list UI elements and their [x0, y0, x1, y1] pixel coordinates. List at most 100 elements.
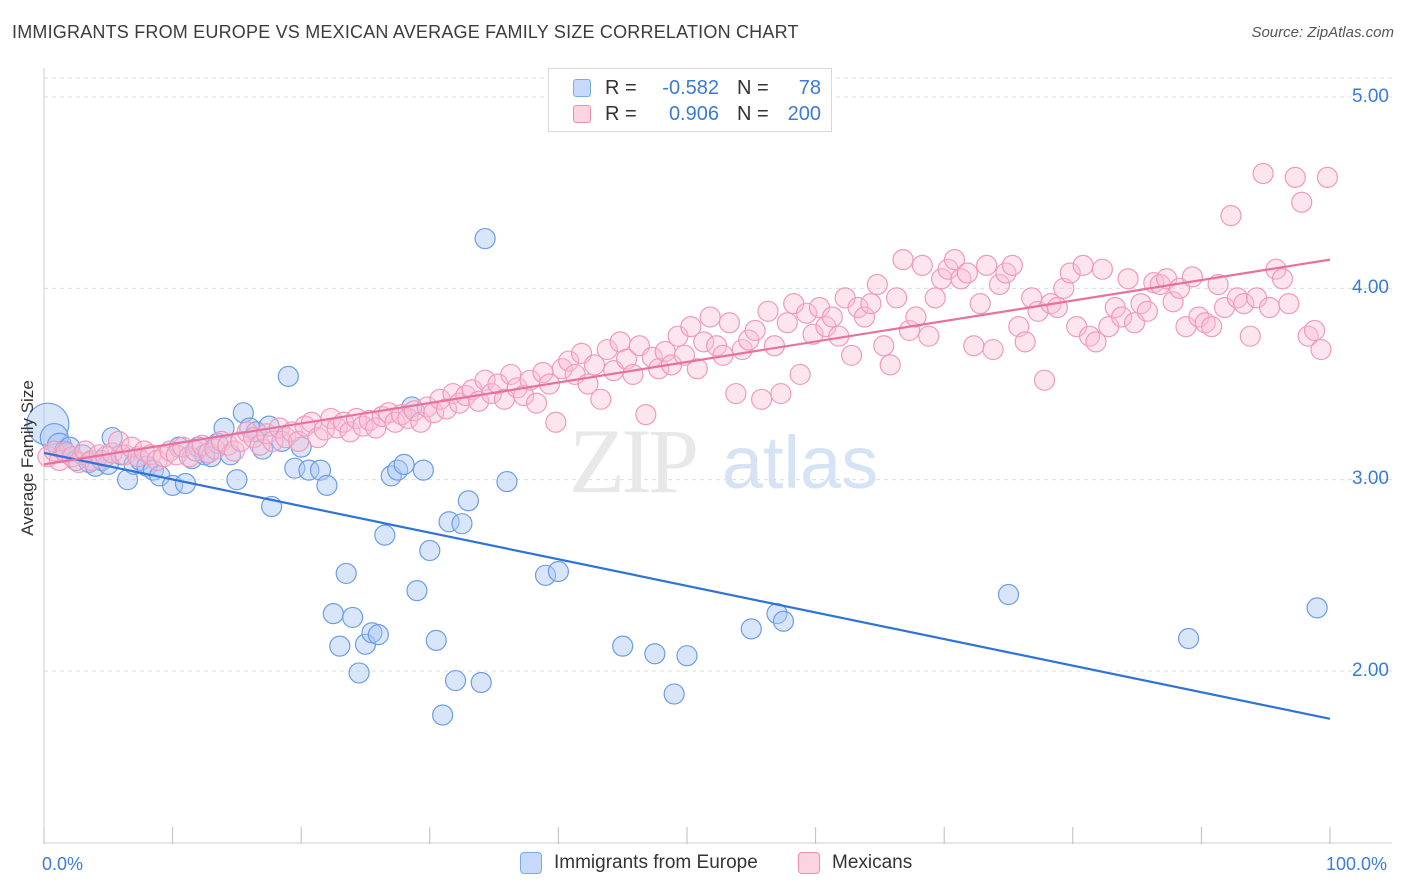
point-mexicans: [718, 312, 741, 334]
n-label: N =: [737, 102, 769, 125]
point-mexicans: [262, 430, 284, 452]
x-min-label: 0.0%: [42, 854, 84, 874]
point-mexicans: [583, 354, 606, 376]
legend-swatch-europe: [573, 79, 591, 97]
point-europe: [425, 629, 447, 651]
point-mexicans: [1091, 258, 1113, 280]
point-europe: [348, 662, 370, 684]
point-europe: [457, 490, 479, 512]
y-tick-label: 5.00: [1352, 86, 1389, 107]
point-mexicans: [963, 335, 985, 357]
point-mexicans: [699, 306, 721, 328]
source-label: Source: ZipAtlas.com: [1251, 24, 1394, 41]
point-mexicans: [1046, 296, 1068, 319]
point-europe: [412, 459, 434, 481]
y-tick-label: 3.00: [1352, 468, 1389, 489]
point-mexicans: [982, 338, 1004, 361]
legend-swatch-mexicans: [798, 852, 820, 874]
point-mexicans: [866, 273, 888, 296]
point-europe: [1306, 597, 1328, 619]
point-europe: [663, 683, 685, 705]
point-mexicans: [622, 363, 644, 386]
point-mexicans: [763, 335, 786, 357]
point-mexicans: [841, 344, 863, 366]
point-mexicans: [757, 300, 779, 322]
legend-item-europe[interactable]: Immigrants from Europe: [520, 852, 758, 874]
point-europe: [226, 469, 248, 491]
point-mexicans: [596, 338, 618, 361]
point-europe: [329, 635, 351, 657]
point-mexicans: [1291, 191, 1313, 213]
point-mexicans: [725, 382, 747, 405]
point-europe: [676, 645, 698, 667]
point-mexicans: [635, 404, 657, 426]
r-value: 0.906: [668, 102, 719, 125]
point-mexicans: [1117, 268, 1139, 290]
point-mexicans: [1278, 293, 1300, 315]
point-mexicans: [1085, 331, 1107, 353]
point-mexicans: [886, 287, 908, 309]
point-mexicans: [1239, 325, 1261, 347]
y-axis-label: Average Family Size: [18, 380, 37, 536]
point-mexicans: [545, 411, 567, 433]
point-mexicans: [892, 249, 914, 271]
point-mexicans: [474, 369, 496, 391]
point-mexicans: [1014, 331, 1036, 353]
point-mexicans: [860, 293, 882, 315]
point-mexicans: [1194, 312, 1216, 334]
y-tick-label: 2.00: [1352, 660, 1389, 681]
point-mexicans: [525, 392, 548, 414]
point-mexicans: [1201, 316, 1223, 338]
point-europe: [335, 562, 357, 585]
point-mexicans: [918, 325, 940, 347]
grid-lines: [44, 77, 1392, 672]
point-mexicans: [1226, 287, 1249, 309]
point-europe: [298, 459, 320, 481]
watermark-zip: ZIP: [569, 410, 696, 512]
axes: [43, 68, 1392, 844]
point-europe: [444, 669, 467, 692]
legend-swatch-europe: [520, 852, 542, 874]
point-europe: [277, 365, 299, 387]
point-europe: [1177, 627, 1200, 650]
point-mexicans: [500, 363, 522, 386]
series-legend: Immigrants from Europe Mexicans: [0, 852, 1406, 878]
r-label: R =: [605, 76, 637, 99]
r-value: -0.582: [662, 76, 719, 99]
legend-item-mexicans[interactable]: Mexicans: [798, 852, 912, 874]
n-value: 78: [798, 76, 821, 99]
point-europe: [740, 618, 762, 640]
point-mexicans: [1252, 162, 1274, 185]
point-europe: [374, 524, 396, 546]
point-mexicans: [969, 293, 991, 315]
point-mexicans: [390, 404, 413, 426]
data-points: [26, 162, 1339, 726]
point-mexicans: [249, 434, 271, 456]
point-europe: [470, 671, 492, 694]
point-europe: [419, 539, 441, 562]
point-europe: [406, 580, 428, 602]
point-mexicans: [821, 306, 843, 328]
point-mexicans: [365, 417, 387, 439]
point-mexicans: [673, 344, 696, 366]
point-mexicans: [976, 254, 998, 276]
point-mexicans: [1297, 325, 1319, 347]
point-europe: [387, 459, 409, 481]
point-mexicans: [275, 426, 297, 449]
legend-row-europe: R = -0.582 N = 78: [573, 76, 821, 100]
point-europe: [342, 606, 364, 629]
point-mexicans: [1162, 291, 1184, 313]
x-max-label: 100.0%: [1326, 854, 1388, 874]
trend-line-europe: [43, 451, 1331, 720]
point-mexicans: [1207, 273, 1229, 296]
point-europe: [644, 643, 666, 665]
point-europe: [451, 513, 473, 535]
point-mexicans: [943, 249, 966, 271]
point-mexicans: [744, 319, 766, 342]
point-europe: [213, 417, 235, 439]
point-mexicans: [1001, 254, 1023, 276]
point-mexicans: [686, 358, 708, 380]
point-mexicans: [950, 268, 972, 290]
legend-row-mexicans: R = 0.906 N = 200: [573, 102, 821, 126]
